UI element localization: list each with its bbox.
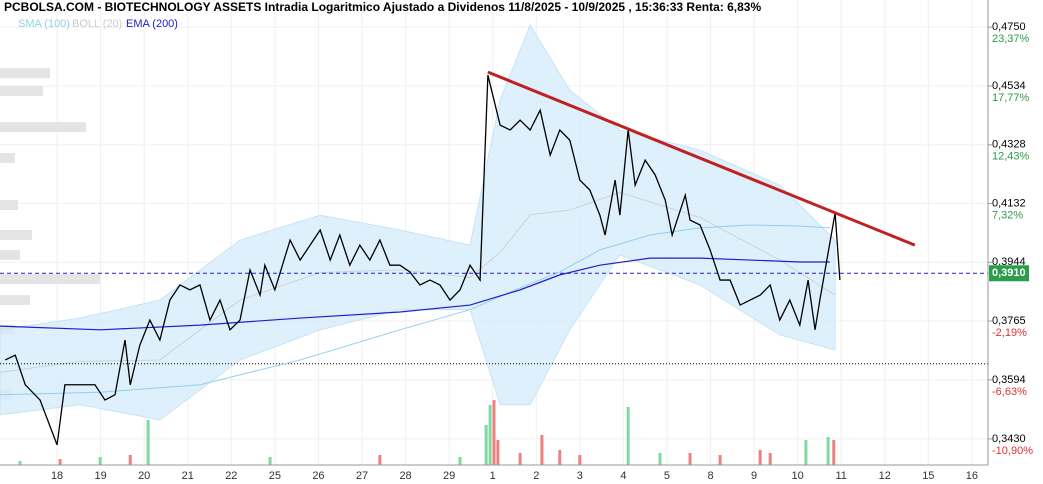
y-tick-label: 0,3765 — [992, 315, 1026, 327]
volume-bar — [484, 425, 488, 465]
volume-bar — [768, 453, 772, 465]
last-price-label: 0,3910 — [992, 267, 1026, 279]
x-tick-label: 21 — [182, 470, 194, 482]
volume-bar — [492, 400, 496, 465]
volume-bar — [718, 455, 722, 465]
volume-bar — [578, 455, 582, 465]
bollinger-mid — [0, 192, 836, 373]
volume-profile-bar — [0, 122, 86, 133]
volume-bar — [658, 453, 662, 465]
x-tick-label: 19 — [95, 470, 107, 482]
x-tick-label: 26 — [312, 470, 324, 482]
price-line — [4, 75, 841, 446]
x-tick-label: 15 — [922, 470, 934, 482]
legend-entry: EMA (200) — [126, 18, 178, 30]
x-tick-label: 4 — [620, 470, 626, 482]
volume-bar — [826, 437, 830, 465]
volume-profile-bar — [0, 153, 15, 164]
volume-bar — [804, 440, 808, 465]
x-tick-label: 10 — [792, 470, 804, 482]
last-price-tag — [989, 265, 1029, 282]
x-tick-label: 22 — [225, 470, 237, 482]
pct-label: -10,90% — [992, 445, 1033, 457]
pct-label: 7,32% — [992, 209, 1023, 221]
volume-profile-bar — [0, 249, 20, 260]
x-tick-label: 2 — [533, 470, 539, 482]
indicator-line — [0, 224, 830, 396]
x-tick-label: 11 — [835, 470, 846, 482]
volume-bar — [518, 453, 522, 465]
volume-bar — [268, 457, 272, 465]
y-tick-label: 0,4750 — [992, 21, 1026, 33]
y-tick-label: 0,4132 — [992, 197, 1026, 209]
volume-bar — [128, 455, 132, 465]
chart-title: PCBOLSA.COM - BIOTECHNOLOGY ASSETS Intra… — [4, 0, 761, 14]
x-tick-label: 20 — [138, 470, 150, 482]
x-tick-label: 27 — [356, 470, 368, 482]
trendline — [487, 70, 916, 247]
y-tick-label: 0,4328 — [992, 139, 1026, 151]
volume-bar — [378, 455, 382, 465]
legend-entry: BOLL (20) — [72, 18, 122, 30]
x-tick-label: 1 — [490, 470, 496, 482]
y-tick-label: 0,3430 — [992, 433, 1026, 445]
volume-profile-bar — [0, 68, 50, 79]
volume-bar — [146, 420, 150, 465]
volume-profile-bar — [0, 199, 18, 210]
volume-bar — [832, 440, 836, 465]
y-tick-label: 0,4534 — [992, 80, 1026, 92]
volume-bar — [626, 407, 630, 465]
x-tick-label: 25 — [269, 470, 281, 482]
pct-label: 23,37% — [992, 33, 1030, 45]
volume-bar — [98, 457, 102, 465]
volume-profile-bar — [0, 230, 32, 241]
x-tick-label: 12 — [879, 470, 891, 482]
x-tick-label: 28 — [399, 470, 411, 482]
volume-bar — [58, 459, 62, 465]
pct-label: 17,77% — [992, 92, 1030, 104]
x-tick-label: 18 — [51, 470, 63, 482]
plot-area — [0, 0, 988, 465]
volume-profile-bar — [0, 86, 43, 97]
pct-label: 12,43% — [992, 151, 1030, 163]
x-tick-label: 29 — [443, 470, 455, 482]
y-tick-label: 0,3594 — [992, 374, 1026, 386]
indicator-line — [0, 257, 830, 331]
volume-bar — [758, 450, 762, 465]
volume-profile-bar — [0, 295, 30, 306]
volume-bar — [540, 435, 544, 465]
legend-entry: SMA (100) — [18, 18, 70, 30]
volume-bar — [18, 461, 22, 465]
pct-label: -2,19% — [992, 327, 1027, 339]
x-tick-label: 5 — [664, 470, 670, 482]
volume-bar — [496, 440, 500, 465]
x-tick-label: 9 — [751, 470, 757, 482]
volume-bar — [558, 450, 562, 465]
x-tick-label: 8 — [707, 470, 713, 482]
volume-bar — [488, 405, 492, 465]
bollinger-band — [0, 24, 836, 421]
y-tick-label: 0,3944 — [992, 256, 1026, 268]
x-tick-label: 3 — [577, 470, 583, 482]
pct-label: -6,63% — [992, 386, 1027, 398]
volume-bar — [688, 453, 692, 465]
volume-profile-bar — [0, 274, 100, 285]
x-tick-label: 16 — [966, 470, 978, 482]
volume-bar — [458, 457, 462, 465]
